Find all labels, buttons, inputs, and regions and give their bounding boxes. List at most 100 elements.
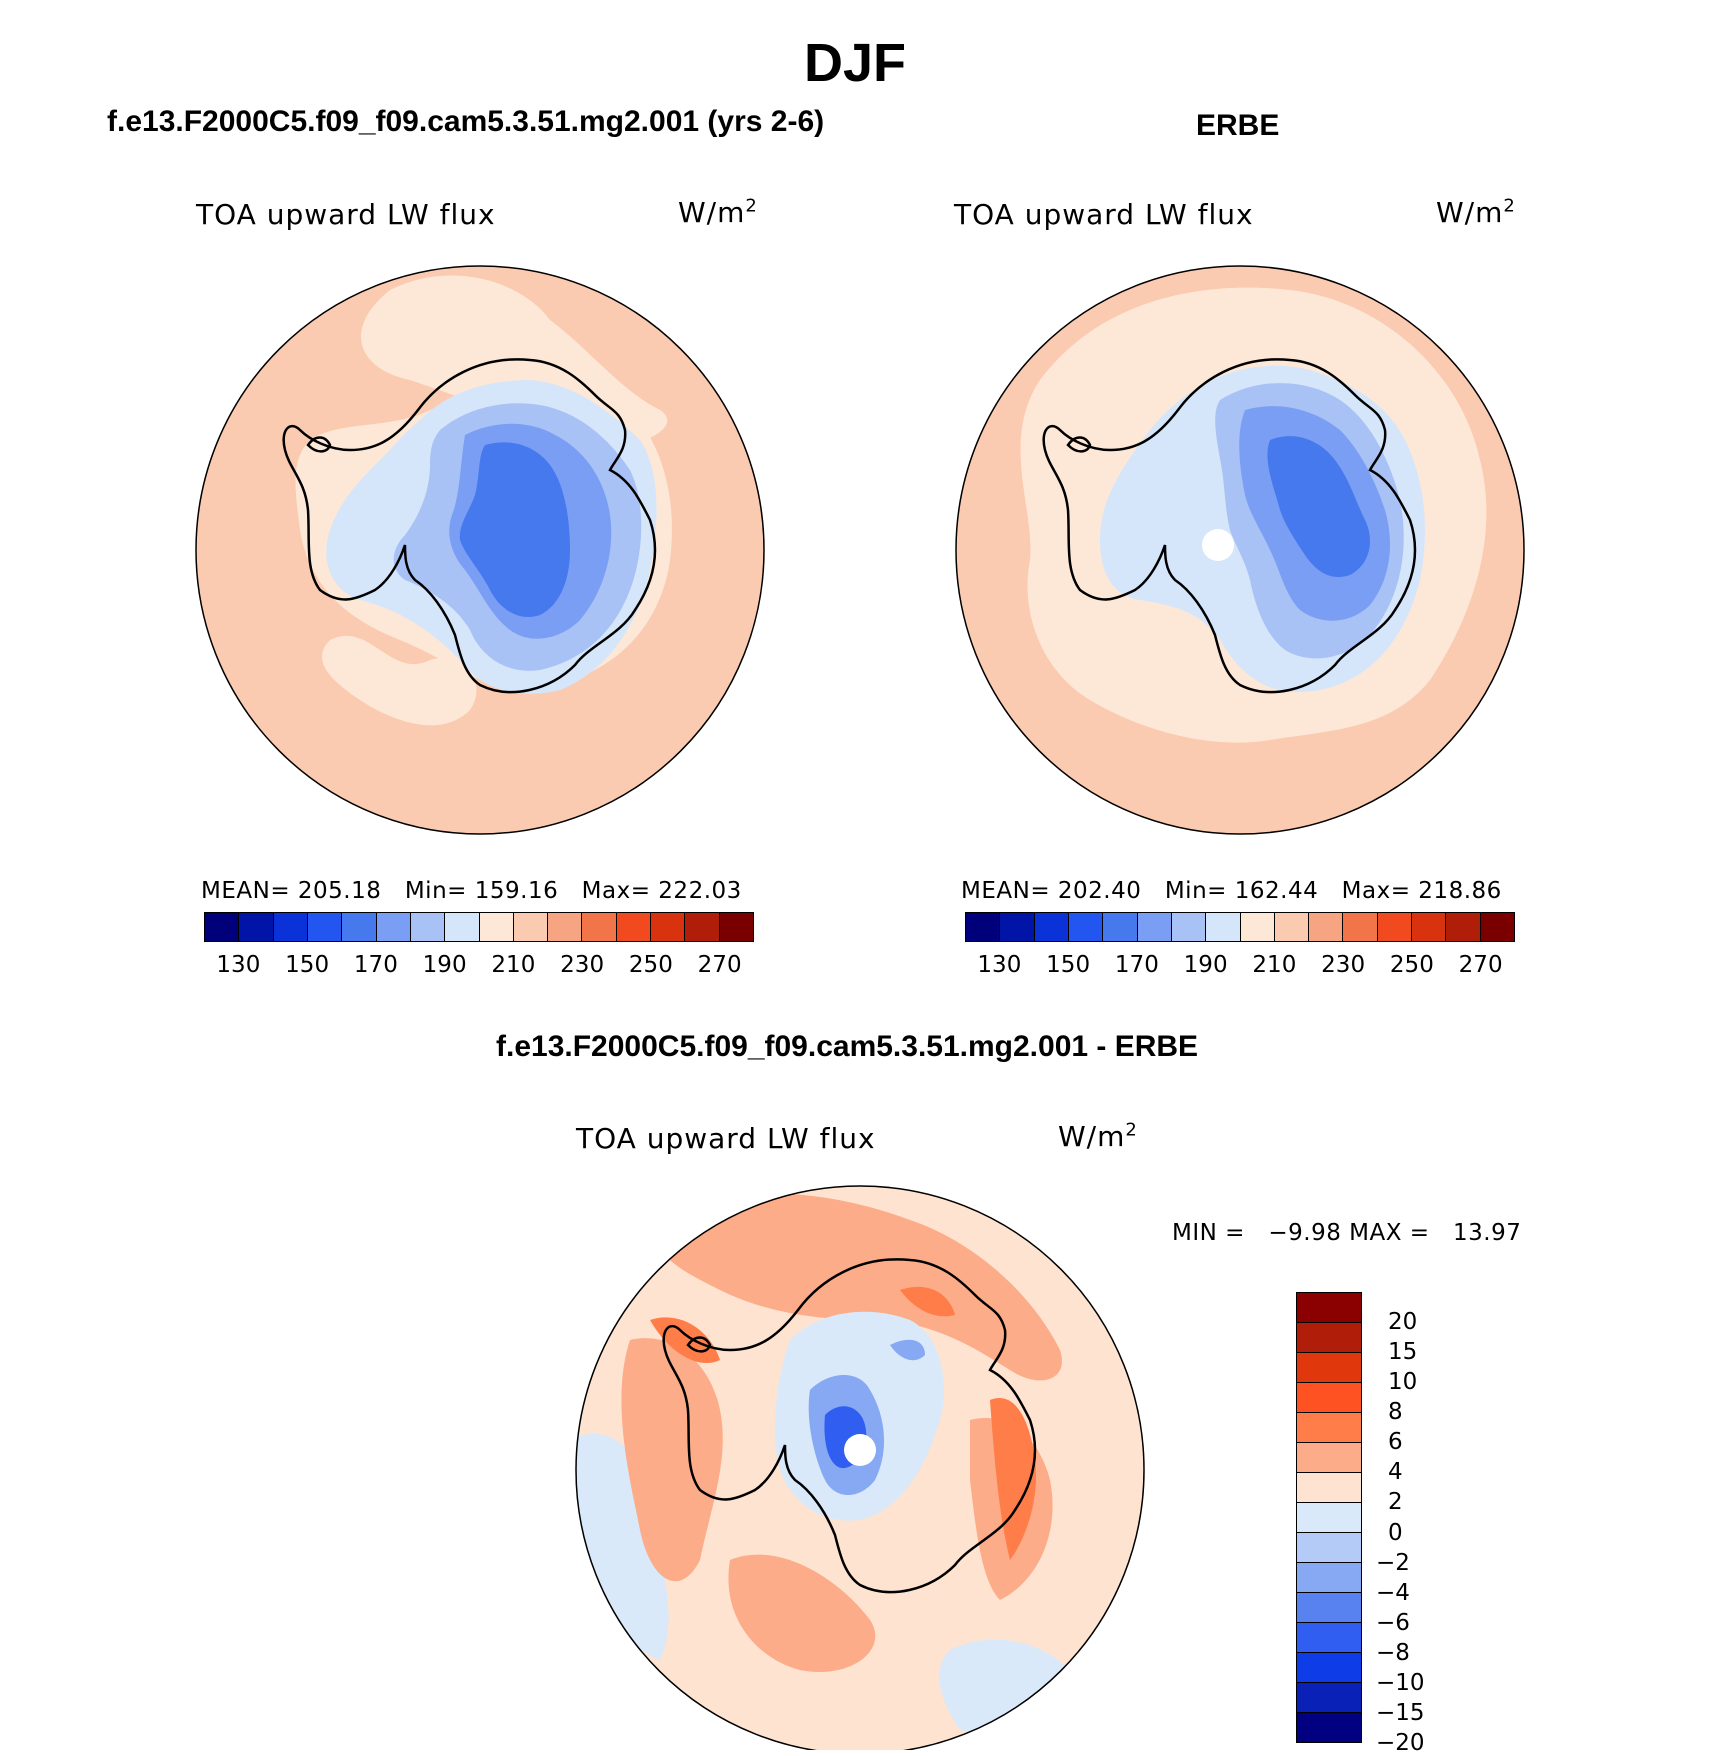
colorbar-tick-label: 130 [216, 952, 261, 978]
colorbar-tick-label: 230 [1321, 952, 1366, 978]
colorbar-swatch [1412, 913, 1447, 941]
model-antarctic-coastline [282, 358, 657, 694]
colorbar-swatch [410, 913, 446, 941]
colorbar-swatch [1297, 1443, 1361, 1473]
colorbar-swatch [1297, 1413, 1361, 1443]
colorbar-swatch [719, 913, 753, 941]
page-title: DJF [803, 33, 906, 93]
colorbar-swatch [1297, 1353, 1361, 1383]
obs-colorbar-ticks: 130 150 170 190 210 230 250 270 [965, 952, 1515, 982]
colorbar-swatch [239, 913, 274, 941]
colorbar-tick-label: 190 [422, 952, 467, 978]
colorbar-swatch [1068, 913, 1104, 941]
colorbar-tick-label: 10 [1388, 1369, 1418, 1396]
model-polar-map [195, 265, 765, 835]
colorbar-swatch [205, 913, 240, 941]
obs-units-label: W/m2 [1436, 195, 1516, 229]
colorbar-tick-label: −20 [1376, 1730, 1425, 1756]
colorbar-swatch [1034, 913, 1069, 941]
colorbar-tick-label: 170 [1114, 952, 1159, 978]
colorbar-swatch [1103, 913, 1138, 941]
obs-contour-160 [1267, 436, 1370, 578]
colorbar-swatch [1297, 1713, 1361, 1742]
diff-field-label: TOA upward LW flux [576, 1122, 876, 1155]
diff-map-border [575, 1185, 1145, 1750]
colorbar-swatch [685, 913, 720, 941]
diff-missing-data-pole [844, 1434, 876, 1466]
colorbar-swatch [1480, 913, 1514, 941]
colorbar-swatch [1137, 913, 1172, 941]
colorbar-tick-label: 210 [1252, 952, 1297, 978]
diff-case-title: f.e13.F2000C5.f09_f09.cam5.3.51.mg2.001 … [496, 1030, 1199, 1063]
colorbar-tick-label: 8 [1388, 1399, 1403, 1426]
obs-colorbar [965, 912, 1515, 942]
diff-polar-map [575, 1185, 1145, 1750]
colorbar-swatch [342, 913, 377, 941]
diff-colorbar [1296, 1292, 1362, 1743]
colorbar-tick-label: 0 [1388, 1519, 1403, 1546]
colorbar-tick-label: 6 [1388, 1429, 1403, 1456]
diff-colorbar-ticks: 20 15 10 8 6 4 2 0 −2 −4 −6 −8 −10 −15 −20 [1376, 1292, 1456, 1756]
colorbar-swatch [1446, 913, 1481, 941]
colorbar-swatch [1000, 913, 1035, 941]
colorbar-tick-label: 150 [285, 952, 330, 978]
colorbar-swatch [1297, 1323, 1361, 1353]
colorbar-swatch [1297, 1533, 1361, 1563]
colorbar-tick-label: 250 [1389, 952, 1434, 978]
colorbar-tick-label: −15 [1376, 1699, 1425, 1726]
colorbar-tick-label: 4 [1388, 1459, 1403, 1486]
colorbar-swatch [1297, 1293, 1361, 1323]
colorbar-swatch [376, 913, 411, 941]
colorbar-swatch [1297, 1623, 1361, 1653]
obs-antarctic-coastline [1042, 358, 1417, 694]
colorbar-swatch [1171, 913, 1207, 941]
colorbar-swatch [582, 913, 617, 941]
colorbar-swatch [1297, 1383, 1361, 1413]
obs-polar-map [955, 265, 1525, 835]
model-map-border [195, 265, 765, 835]
colorbar-swatch [1240, 913, 1275, 941]
model-colorbar-ticks: 130 150 170 190 210 230 250 270 [204, 952, 754, 982]
diff-minmax-label: MIN = −9.98 MAX = 13.97 [1172, 1220, 1522, 1246]
colorbar-swatch [1377, 913, 1413, 941]
colorbar-tick-label: 250 [628, 952, 673, 978]
obs-case-title: ERBE [1196, 109, 1280, 142]
colorbar-swatch [1309, 913, 1344, 941]
model-field-label: TOA upward LW flux [196, 198, 496, 231]
model-light-contour [321, 635, 477, 726]
obs-field-label: TOA upward LW flux [954, 198, 1254, 231]
colorbar-tick-label: 190 [1183, 952, 1228, 978]
colorbar-swatch [1297, 1683, 1361, 1713]
obs-missing-data-pole [1202, 529, 1234, 561]
diff-warm-region [659, 1193, 1062, 1381]
colorbar-swatch [1297, 1593, 1361, 1623]
colorbar-swatch [1297, 1503, 1361, 1533]
model-case-title: f.e13.F2000C5.f09_f09.cam5.3.51.mg2.001 … [107, 105, 825, 138]
colorbar-tick-label: 15 [1388, 1339, 1418, 1366]
colorbar-swatch [1297, 1563, 1361, 1593]
colorbar-swatch [616, 913, 652, 941]
colorbar-tick-label: 210 [491, 952, 536, 978]
model-units-label: W/m2 [678, 195, 758, 229]
colorbar-swatch [479, 913, 514, 941]
colorbar-swatch [1297, 1473, 1361, 1503]
colorbar-tick-label: −8 [1376, 1639, 1410, 1666]
colorbar-tick-label: 20 [1388, 1309, 1418, 1336]
obs-stats: MEAN= 202.40 Min= 162.44 Max= 218.86 [961, 878, 1502, 904]
colorbar-swatch [966, 913, 1001, 941]
colorbar-swatch [273, 913, 308, 941]
colorbar-swatch [1343, 913, 1378, 941]
colorbar-tick-label: −6 [1376, 1609, 1410, 1636]
colorbar-swatch [1297, 1653, 1361, 1683]
model-colorbar [204, 912, 754, 942]
colorbar-tick-label: −10 [1376, 1669, 1425, 1696]
colorbar-swatch [1206, 913, 1241, 941]
colorbar-swatch [513, 913, 549, 941]
colorbar-swatch [1274, 913, 1310, 941]
model-contour-160 [459, 442, 570, 618]
diff-units-label: W/m2 [1058, 1119, 1138, 1153]
colorbar-swatch [548, 913, 583, 941]
colorbar-swatch [307, 913, 343, 941]
colorbar-swatch [651, 913, 686, 941]
colorbar-tick-label: 270 [1458, 952, 1503, 978]
